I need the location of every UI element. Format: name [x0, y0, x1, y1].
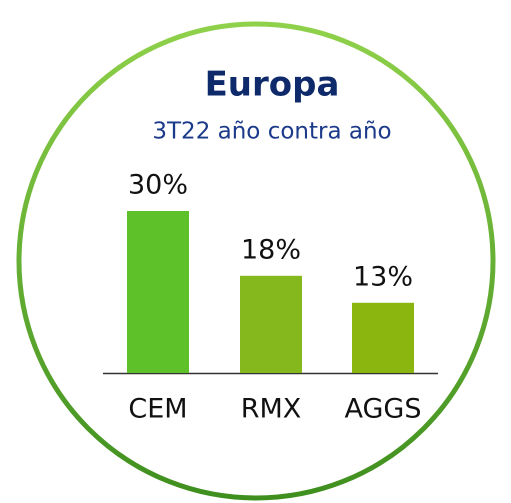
chart-title: Europa [205, 65, 340, 105]
value-label: 18% [241, 234, 301, 265]
bar [352, 302, 414, 373]
value-label: 13% [353, 261, 413, 292]
value-label: 30% [128, 170, 188, 201]
x-tick-label: AGGS [345, 394, 422, 425]
chart-subtitle: 3T22 año contra año [152, 119, 391, 145]
frame-circle [16, 21, 496, 501]
x-tick-label: CEM [128, 394, 187, 425]
x-tick-label: RMX [241, 394, 302, 425]
bar [240, 275, 302, 373]
bar [127, 211, 189, 373]
